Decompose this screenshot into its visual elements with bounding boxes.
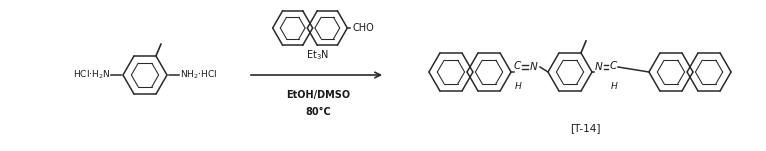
Text: [T-14]: [T-14] bbox=[570, 123, 601, 133]
Text: NH$_2$$\cdot$HCl: NH$_2$$\cdot$HCl bbox=[180, 69, 217, 81]
Text: N: N bbox=[530, 62, 538, 72]
Text: EtOH/DMSO: EtOH/DMSO bbox=[286, 90, 350, 100]
Text: N: N bbox=[595, 62, 603, 72]
Text: 80°C: 80°C bbox=[305, 107, 331, 117]
Text: CHO: CHO bbox=[352, 23, 374, 33]
Text: H: H bbox=[611, 82, 617, 91]
Text: H: H bbox=[515, 82, 522, 91]
Text: HCl$\cdot$H$_2$N: HCl$\cdot$H$_2$N bbox=[73, 69, 110, 81]
Text: Et$_3$N: Et$_3$N bbox=[306, 48, 329, 62]
Text: C: C bbox=[514, 61, 522, 71]
Text: C: C bbox=[610, 61, 617, 71]
